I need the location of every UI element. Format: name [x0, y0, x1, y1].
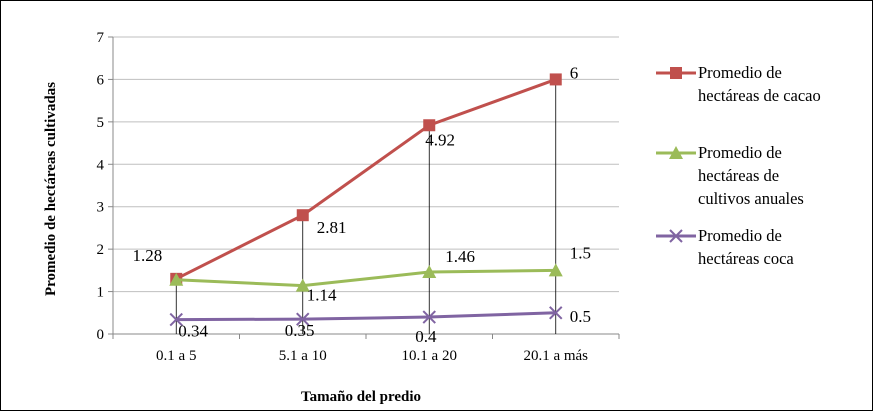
x-marker-stroke [169, 312, 183, 327]
series-1-point [295, 278, 310, 292]
legend-1-label: cultivos anuales [698, 189, 804, 208]
y-tick-labels: 0 1 2 3 4 5 6 7 [97, 30, 105, 343]
series-0-point [549, 73, 562, 86]
x-marker-stroke [669, 229, 683, 243]
series-0-data-label: 1.28 [133, 246, 163, 265]
legend-2-label: hectáreas coca [698, 249, 794, 268]
series-2-data-label: 0.35 [285, 321, 315, 340]
legend: Promedio de hectáreas de cacao Promedio de… [656, 63, 821, 268]
legend-0-marker [670, 67, 682, 79]
y-tick-label: 2 [97, 242, 105, 258]
y-tick-label: 1 [97, 285, 105, 301]
series-1-point [422, 265, 437, 279]
series-1-line [176, 268, 556, 288]
drop-lines [175, 79, 557, 334]
series-0-point [296, 209, 309, 222]
legend-1-label: Promedio de [698, 143, 782, 162]
series-2-point [549, 306, 563, 320]
y-tick-label: 4 [97, 157, 105, 173]
series-2-data-label: 0.34 [178, 322, 208, 341]
x-axis-title: Tamaño del predio [301, 389, 421, 405]
series-1-data-label: 1.5 [570, 243, 591, 262]
y-tick-label: 0 [97, 327, 105, 343]
legend-2-marker [669, 229, 683, 243]
series-0-data-label: 4.92 [425, 130, 455, 149]
series-0-data-label: 2.81 [317, 218, 347, 237]
series-0-line [175, 78, 557, 281]
axes [112, 37, 619, 335]
x-tick-label: 20.1 a más [523, 348, 588, 364]
legend-0-label: Promedio de [698, 63, 782, 82]
y-tick-label: 6 [97, 72, 105, 88]
gridlines [108, 36, 619, 335]
x-marker-stroke [422, 310, 436, 324]
series-1-point [169, 272, 184, 286]
series-1-data-label: 1.46 [445, 247, 475, 266]
legend-1-label: hectáreas de [698, 166, 779, 185]
series-1-data-label: 1.14 [307, 286, 337, 305]
data-labels: 1.28 2.81 4.92 6 1.14 1.46 1.5 0.34 0.35 0.4 0.5 [133, 63, 592, 346]
x-tick-label: 0.1 a 5 [156, 348, 196, 364]
series-2-line [176, 311, 556, 322]
series-0-point [423, 119, 436, 132]
legend-1-marker [669, 146, 683, 159]
y-tick-label: 5 [97, 115, 105, 131]
x-marker-stroke [296, 312, 310, 326]
series-2-data-label: 0.5 [570, 307, 591, 326]
x-tick-label: 5.1 a 10 [279, 348, 327, 364]
y-tick-label: 7 [97, 30, 105, 46]
series-2-point [169, 312, 183, 327]
y-axis-title: Promedio de hectáreas cultivadas [43, 82, 59, 296]
x-tick-label: 10.1 a 20 [402, 348, 457, 364]
legend-2-label: Promedio de [698, 226, 782, 245]
series-2-data-label: 0.4 [415, 327, 437, 346]
x-marker-stroke [549, 306, 563, 320]
series-2-point [422, 310, 436, 324]
legend-0-label: hectáreas de cacao [698, 86, 821, 105]
x-tick-labels: 0.1 a 5 5.1 a 10 10.1 a 20 20.1 a más [112, 334, 620, 364]
series-0-data-label: 6 [570, 63, 579, 82]
series-2-point [296, 312, 310, 326]
series-group [169, 73, 563, 327]
series-1-point [548, 263, 563, 277]
y-tick-label: 3 [97, 200, 105, 216]
